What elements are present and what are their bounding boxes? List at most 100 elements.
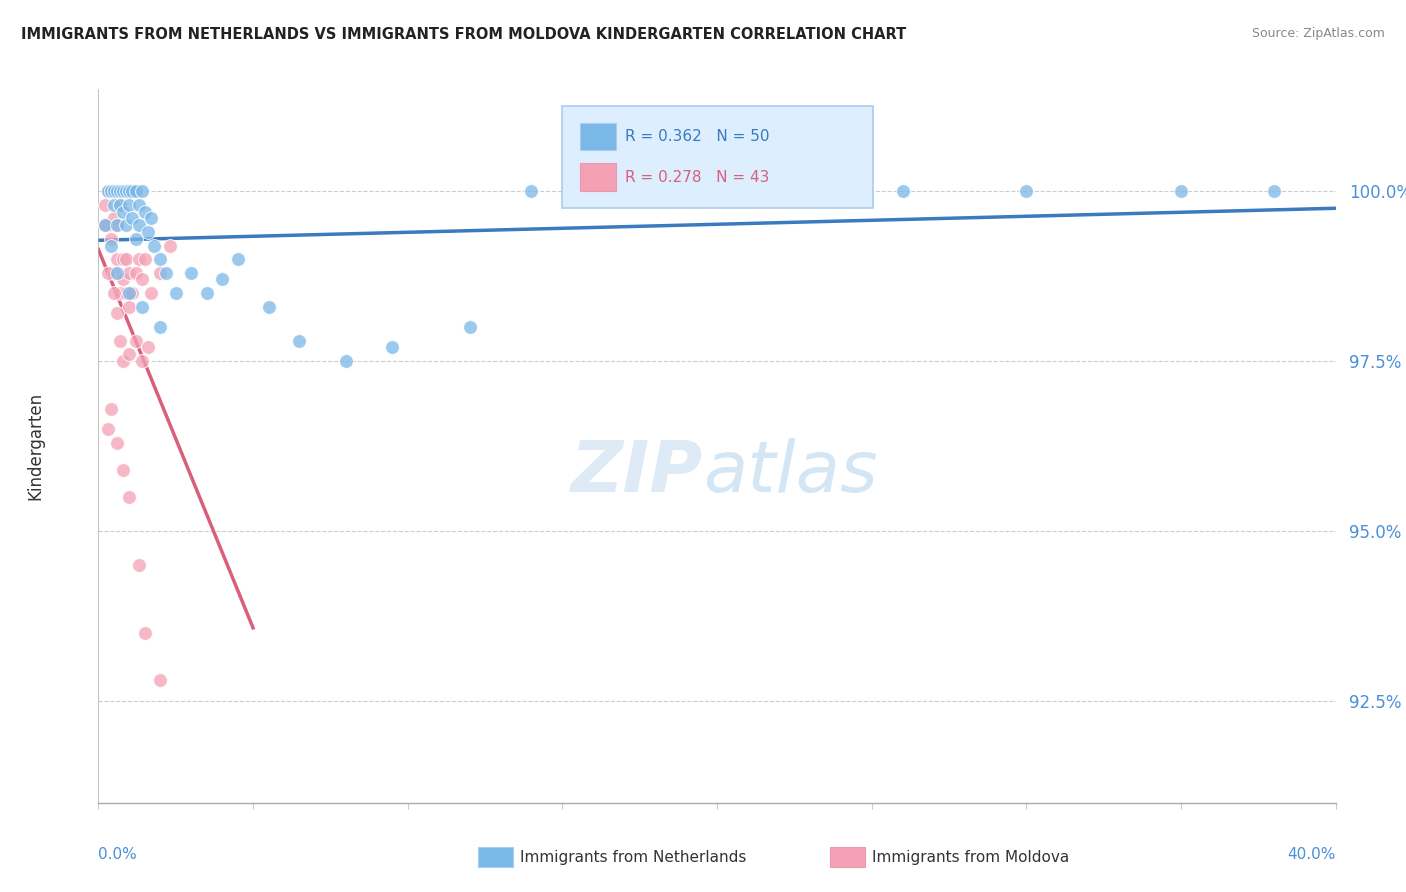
Text: IMMIGRANTS FROM NETHERLANDS VS IMMIGRANTS FROM MOLDOVA KINDERGARTEN CORRELATION : IMMIGRANTS FROM NETHERLANDS VS IMMIGRANT… <box>21 27 907 42</box>
Text: Source: ZipAtlas.com: Source: ZipAtlas.com <box>1251 27 1385 40</box>
Point <box>115 286 138 301</box>
Point <box>335 354 357 368</box>
Point <box>97 218 120 232</box>
Point <box>139 211 162 226</box>
Text: Immigrants from Moldova: Immigrants from Moldova <box>872 850 1069 864</box>
Point <box>97 184 120 198</box>
Point <box>118 198 141 212</box>
Point <box>105 266 128 280</box>
Point <box>118 490 141 504</box>
Point <box>644 184 666 198</box>
Point <box>124 184 146 198</box>
Point <box>108 334 131 348</box>
Point <box>103 266 125 280</box>
Point <box>93 218 115 232</box>
Point <box>100 238 122 252</box>
Point <box>118 286 141 301</box>
Text: ZIP: ZIP <box>571 438 703 508</box>
Point <box>118 300 141 314</box>
Point <box>131 272 153 286</box>
Point <box>149 320 172 334</box>
Point <box>105 184 128 198</box>
Point <box>103 211 125 226</box>
Point <box>97 266 120 280</box>
Point <box>121 184 143 198</box>
Point <box>124 266 146 280</box>
Point <box>105 218 128 232</box>
Point <box>115 184 138 198</box>
Point <box>112 354 135 368</box>
Point <box>131 354 153 368</box>
Point <box>128 198 150 212</box>
Point <box>159 238 181 252</box>
Point <box>768 184 790 198</box>
Point <box>118 347 141 361</box>
Point <box>121 286 143 301</box>
Point <box>103 286 125 301</box>
Point <box>149 252 172 266</box>
Point <box>112 272 135 286</box>
Point <box>381 341 404 355</box>
Point <box>128 252 150 266</box>
Point <box>100 232 122 246</box>
Point <box>112 252 135 266</box>
Point <box>112 463 135 477</box>
Point <box>105 218 128 232</box>
Point <box>118 266 141 280</box>
Point <box>121 211 143 226</box>
Point <box>520 184 543 198</box>
Point <box>458 320 481 334</box>
Point <box>100 401 122 416</box>
Point <box>124 232 146 246</box>
Point <box>108 286 131 301</box>
Point <box>165 286 187 301</box>
Point <box>97 184 120 198</box>
Point <box>149 266 172 280</box>
Point <box>128 558 150 572</box>
Point <box>100 184 122 198</box>
Point <box>136 225 159 239</box>
Point <box>115 252 138 266</box>
Point <box>131 184 153 198</box>
Point <box>93 198 115 212</box>
Point <box>112 184 135 198</box>
Point <box>195 286 218 301</box>
Point <box>139 286 162 301</box>
Point <box>134 626 156 640</box>
Point <box>124 334 146 348</box>
Point <box>149 673 172 688</box>
Point <box>115 218 138 232</box>
Point <box>105 435 128 450</box>
Point <box>180 266 202 280</box>
Point <box>136 341 159 355</box>
Point <box>891 184 914 198</box>
Text: atlas: atlas <box>703 438 877 508</box>
Text: Immigrants from Netherlands: Immigrants from Netherlands <box>520 850 747 864</box>
Point <box>1170 184 1192 198</box>
Point <box>93 218 115 232</box>
Point <box>134 252 156 266</box>
Point <box>103 184 125 198</box>
Point <box>108 198 131 212</box>
Point <box>108 198 131 212</box>
Point <box>288 334 311 348</box>
Point <box>131 300 153 314</box>
Point <box>226 252 249 266</box>
Point <box>1263 184 1285 198</box>
Point <box>108 184 131 198</box>
Point <box>143 238 166 252</box>
Text: Kindergarten: Kindergarten <box>27 392 44 500</box>
Text: R = 0.278   N = 43: R = 0.278 N = 43 <box>626 169 769 185</box>
Point <box>105 252 128 266</box>
Point <box>134 204 156 219</box>
Point <box>155 266 177 280</box>
Text: 40.0%: 40.0% <box>1288 847 1336 863</box>
Point <box>1015 184 1038 198</box>
Point <box>103 198 125 212</box>
Point <box>257 300 280 314</box>
Point <box>112 204 135 219</box>
Point <box>118 184 141 198</box>
Point <box>128 218 150 232</box>
Point <box>100 184 122 198</box>
Point <box>97 422 120 436</box>
